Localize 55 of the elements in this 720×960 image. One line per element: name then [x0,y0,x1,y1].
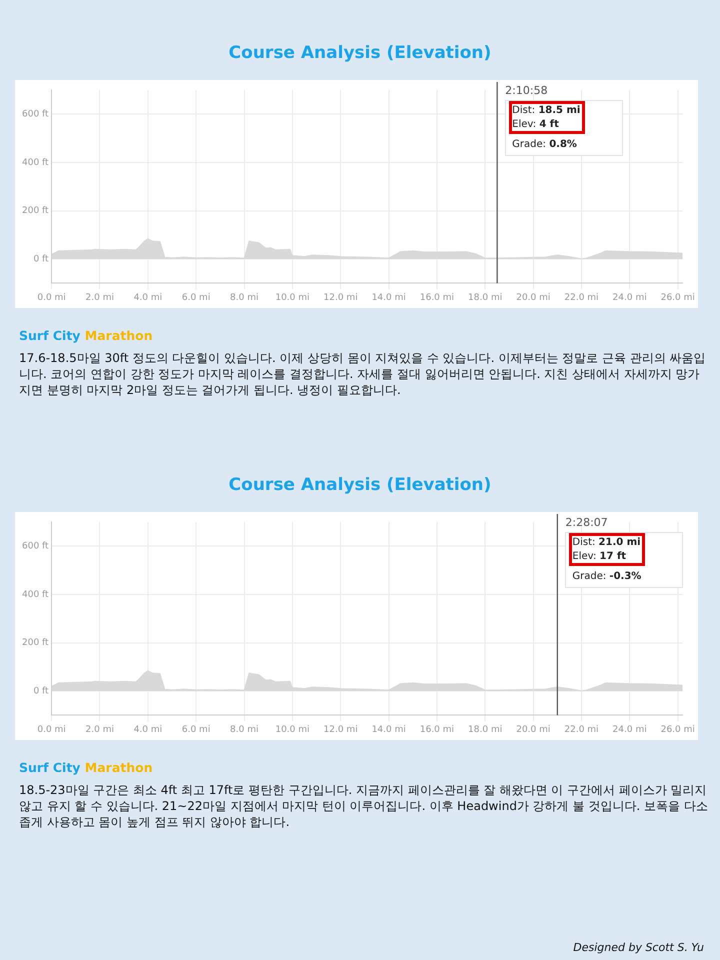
info-panel: Dist: 21.0 mi Elev: 17 ft Grade: -0.3% [565,532,684,588]
annotation: Dist: 18.5 mi [512,104,582,118]
y-tick-label: 200 ft [22,206,50,216]
x-tick-label: 18.0 mi [468,724,502,735]
x-tick-label: 4.0 mi [134,724,162,735]
y-tick-label: 400 ft [22,590,50,600]
x-tick-label: 6.0 mi [182,292,210,303]
annotation: Elev: 17 ft [572,550,628,564]
text: 17.6-18.5마일 30ft 정도의 다운힐이 있습니다. 이제 상당히 몸이 지쳐있을 수 있습니다. 이제부터는 정말로 근육 관리의 싸움입니다. 코어의 연합이 강한 정도가 마지막 레이스를 결정합니다. 자세를 절대 잃어버리면 안됩니다. 지친 상태에서 자세까지 망가지면 분명히 마지막 2마일 정도는 걸어가게 됩니다. 냉정이 필요합니다. [19,350,707,398]
text: Marathon [84,760,153,775]
x-tick-label: 14.0 mi [372,724,406,735]
x-tick-label: 0.0 mi [37,292,66,303]
x-tick-label: 12.0 mi [324,724,358,735]
x-tick-label: 26.0 mi [660,724,695,735]
x-tick-label: 8.0 mi [230,724,258,735]
text: Designed by Scott S. Yu [573,941,704,954]
x-tick-label: 2.0 mi [86,724,114,735]
x-tick-label: 8.0 mi [230,292,258,303]
x-tick-label: 22.0 mi [564,292,599,303]
x-tick-label: 22.0 mi [564,724,599,735]
text: Marathon [84,328,153,343]
annotation: Grade: 0.8% [512,138,578,152]
annotation: Grade: -0.3% [572,570,642,584]
y-tick-label: 200 ft [22,638,50,648]
x-tick-label: 10.0 mi [275,292,310,303]
x-tick-label: 26.0 mi [660,292,695,303]
x-tick-label: 16.0 mi [420,724,454,735]
annotation: 2:10:58 [505,84,549,97]
chart-title: Course Analysis (Elevation) [228,43,492,63]
text: 18.5-23마일 구간은 최소 4ft 최고 17ft로 평탄한 구간입니다. 지금까지 페이스관리를 잘 해왔다면 이 구간에서 페이스가 밀리지 않고 유지 할 수 있습니다. 21~22마일 지점에서 마지막 턴이 이루어집니다. 이후 Headwind가 강하게 불 것입니다. 보폭을 다소 좁게 사용하고 몸이 높게 점프 뛰지 않아야 합니다. [19,782,709,830]
y-tick-label: 0 ft [33,254,50,264]
x-tick-label: 20.0 mi [516,292,550,303]
annotation: Dist: 21.0 mi [572,536,642,550]
x-tick-label: 18.0 mi [468,292,502,303]
x-tick-label: 12.0 mi [324,292,358,303]
annotation: Elev: 4 ft [512,118,560,132]
x-tick-label: 20.0 mi [516,724,550,735]
x-tick-label: 16.0 mi [420,292,454,303]
chart-title: Course Analysis (Elevation) [228,475,492,495]
info-panel: Dist: 18.5 mi Elev: 4 ft Grade: 0.8% [505,100,624,156]
annotation: 2:28:07 [565,516,609,529]
x-tick-label: 24.0 mi [612,724,647,735]
y-tick-label: 600 ft [22,109,50,120]
x-tick-label: 14.0 mi [372,292,406,303]
y-tick-label: 400 ft [22,158,50,168]
x-tick-label: 2.0 mi [86,292,114,303]
text: Surf City [19,328,82,343]
x-tick-label: 6.0 mi [182,724,210,735]
text: Surf City [19,760,82,775]
x-tick-label: 4.0 mi [134,292,162,303]
y-tick-label: 600 ft [22,541,50,552]
x-tick-label: 10.0 mi [275,724,310,735]
y-tick-label: 0 ft [33,686,50,696]
x-tick-label: 24.0 mi [612,292,647,303]
x-tick-label: 0.0 mi [37,724,66,735]
